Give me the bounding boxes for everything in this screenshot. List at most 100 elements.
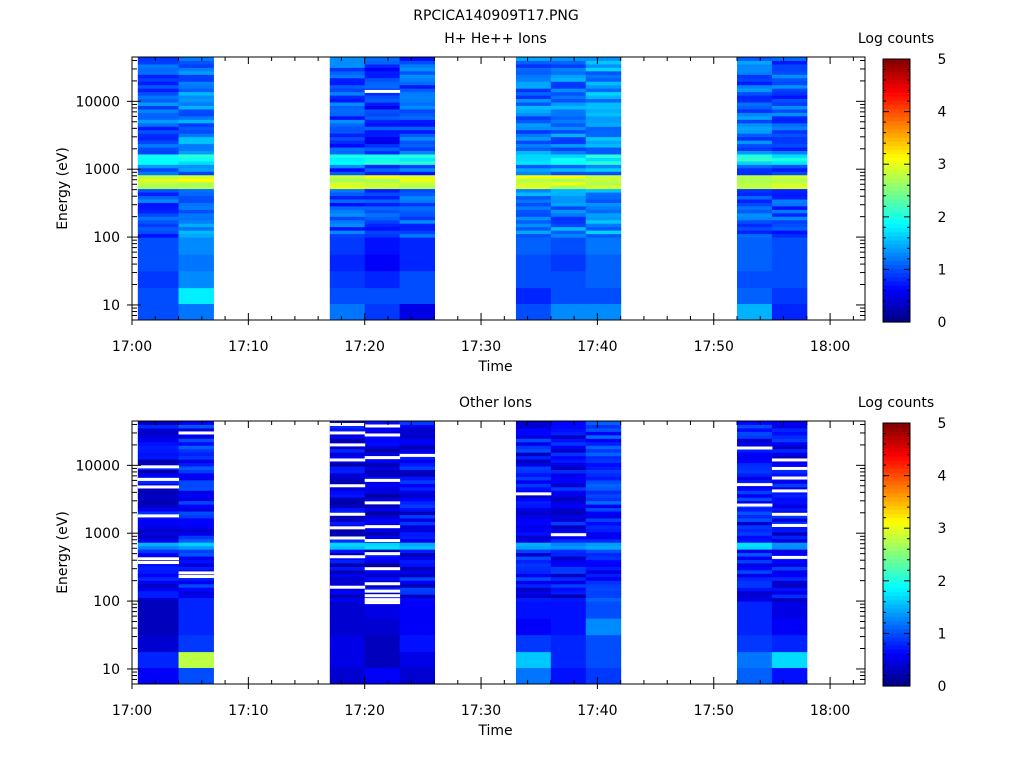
spectrogram-cell bbox=[364, 476, 401, 481]
spectrogram-cell bbox=[585, 202, 622, 207]
spectrogram-cell bbox=[585, 88, 622, 93]
spectrogram-cell bbox=[771, 441, 808, 446]
spectrogram-cell bbox=[585, 434, 622, 439]
colorbar-swatch bbox=[883, 293, 910, 298]
spectrogram-cell bbox=[771, 57, 808, 61]
y-axis: 10 100 1000 10000 bbox=[75, 59, 865, 321]
spectrogram-cell bbox=[399, 150, 436, 155]
spectrogram-cell bbox=[178, 115, 214, 120]
spectrogram-cell bbox=[585, 549, 622, 554]
spectrogram-cell bbox=[178, 153, 214, 158]
spectrogram-cell bbox=[364, 448, 401, 453]
spectrogram-cell bbox=[364, 490, 401, 495]
spectrogram-cell bbox=[137, 192, 180, 197]
spectrogram-cell bbox=[515, 445, 552, 450]
colorbar-swatch bbox=[883, 464, 910, 469]
spectrogram-cell bbox=[585, 580, 622, 585]
spectrogram-cell bbox=[137, 287, 180, 305]
spectrogram-cell bbox=[585, 538, 622, 543]
spectrogram-cell bbox=[550, 521, 587, 526]
spectrogram-cell bbox=[550, 618, 587, 636]
spectrogram-cell bbox=[515, 77, 552, 82]
spectrogram-cell bbox=[737, 129, 773, 134]
spectrogram-cell bbox=[550, 576, 587, 581]
spectrogram-cell bbox=[585, 559, 622, 564]
spectrogram-cell bbox=[329, 469, 366, 474]
spectrogram-cell bbox=[399, 427, 436, 432]
spectrogram-cell bbox=[550, 167, 587, 172]
spectrogram-cell bbox=[329, 651, 366, 669]
spectrogram-cell bbox=[329, 493, 366, 498]
spectrogram-cell bbox=[178, 233, 214, 238]
colorbar-swatch bbox=[883, 231, 910, 237]
colorbar-swatch bbox=[883, 186, 910, 192]
spectrogram-cell bbox=[399, 133, 436, 138]
missing-data-strip bbox=[329, 458, 366, 462]
spectrogram-cell bbox=[585, 181, 622, 186]
spectrogram-cell bbox=[515, 618, 552, 636]
spectrogram-cell bbox=[550, 119, 587, 124]
spectrogram-cell bbox=[737, 108, 773, 113]
spectrogram-cell bbox=[737, 583, 773, 588]
spectrogram-cell bbox=[178, 511, 214, 515]
spectrogram-cell bbox=[515, 504, 552, 509]
spectrogram-cell bbox=[137, 108, 180, 113]
spectrogram-cell bbox=[364, 483, 401, 488]
spectrogram-cell bbox=[585, 212, 622, 217]
spectrogram-cell bbox=[329, 549, 366, 554]
spectrogram-cell bbox=[737, 63, 773, 68]
spectrogram-cell bbox=[329, 105, 366, 110]
spectrogram-cell bbox=[550, 434, 587, 439]
spectrogram-cell bbox=[178, 462, 214, 467]
spectrogram-cell bbox=[771, 483, 808, 488]
spectrogram-cell bbox=[771, 171, 808, 176]
spectrogram-cell bbox=[364, 153, 401, 158]
spectrogram-cell bbox=[550, 157, 587, 162]
colorbar-swatch bbox=[883, 153, 910, 159]
spectrogram-cell bbox=[550, 122, 587, 127]
spectrogram-cell bbox=[178, 651, 214, 669]
spectrogram-cell bbox=[550, 133, 587, 138]
spectrogram-cell bbox=[329, 634, 366, 653]
spectrogram-cell bbox=[585, 479, 622, 484]
spectrogram-cell bbox=[137, 88, 180, 93]
spectrogram-cell bbox=[178, 455, 214, 460]
spectrogram-cell bbox=[515, 472, 552, 477]
spectrogram-cell bbox=[771, 590, 808, 595]
spectrogram-cell bbox=[137, 472, 180, 477]
spectrogram-cell bbox=[550, 202, 587, 207]
spectrogram-cell bbox=[550, 237, 587, 255]
spectrogram-cell bbox=[178, 549, 214, 554]
spectrogram-cell bbox=[515, 153, 552, 158]
spectrogram-cell bbox=[178, 566, 214, 571]
colorbar-swatch bbox=[883, 169, 910, 175]
colorbar-swatch bbox=[883, 447, 910, 453]
spectrogram-cell bbox=[771, 226, 808, 231]
spectrogram-cell bbox=[329, 140, 366, 145]
spectrogram-cell bbox=[515, 559, 552, 564]
colorbar-swatch bbox=[883, 653, 910, 658]
spectrogram-cell bbox=[737, 157, 773, 162]
spectrogram-cell bbox=[137, 270, 180, 289]
spectrogram-cell bbox=[178, 122, 214, 127]
spectrogram-cell bbox=[137, 140, 180, 145]
spectrogram-cell bbox=[737, 452, 773, 457]
spectrogram-cell bbox=[399, 469, 436, 474]
spectrogram-cell bbox=[364, 226, 401, 231]
spectrogram-cell bbox=[737, 434, 773, 439]
spectrogram-cell bbox=[364, 192, 401, 197]
spectrogram-cell bbox=[550, 171, 587, 176]
spectrogram-cell bbox=[364, 136, 401, 141]
spectrogram-cell bbox=[399, 597, 436, 602]
spectrogram-cell bbox=[585, 618, 622, 636]
spectrogram-cell bbox=[585, 60, 622, 65]
spectrogram-cell bbox=[137, 427, 180, 432]
spectrogram-cell bbox=[399, 667, 436, 685]
spectrogram-cell bbox=[515, 566, 552, 571]
colorbar-swatch bbox=[883, 657, 910, 662]
spectrogram-cell bbox=[137, 594, 180, 599]
x-axis-label: Time bbox=[477, 359, 512, 375]
spectrogram-cell bbox=[329, 287, 366, 305]
spectrogram-cell bbox=[178, 434, 214, 439]
spectrogram-cell bbox=[364, 171, 401, 176]
